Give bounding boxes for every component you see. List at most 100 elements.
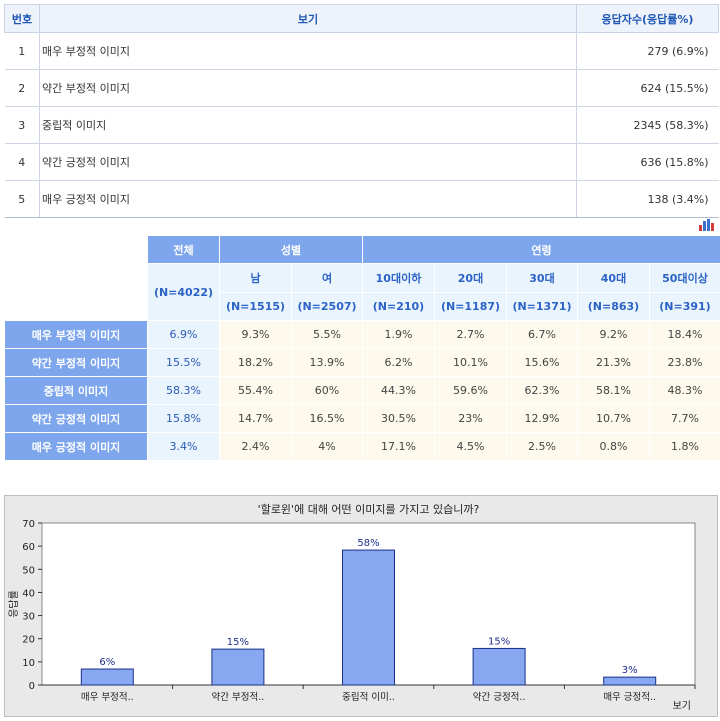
table-row: 1 매우 부정적 이미지 279 (6.9%) — [4, 32, 719, 70]
cross-cell: 0.8% — [577, 432, 650, 461]
bar-chart-icon[interactable] — [698, 219, 714, 231]
row-option: 중립적 이미지 — [39, 106, 577, 144]
cross-cell: 9.2% — [577, 320, 650, 349]
bar-value-label: 15% — [488, 636, 510, 647]
cross-cell: 12.9% — [506, 404, 578, 433]
header-count: 응답자수(응답률%) — [576, 4, 719, 33]
cross-cell: 13.9% — [291, 348, 363, 377]
x-tick-label: 매우 부정적.. — [81, 691, 134, 703]
header-total: 전체 — [147, 235, 220, 264]
cross-cell: 44.3% — [362, 376, 435, 405]
cross-table: 전체 성별 연령 (N=4022) 남 여 10대이하 20대 30대 40대 … — [4, 235, 720, 461]
cross-cell: 1.9% — [362, 320, 435, 349]
x-axis-label: 보기 — [673, 700, 691, 712]
cross-cell: 62.3% — [506, 376, 578, 405]
table-row: 5 매우 긍정적 이미지 138 (3.4%) — [4, 180, 719, 218]
cross-cell: 23.8% — [649, 348, 720, 377]
cross-cell: 21.3% — [577, 348, 650, 377]
y-tick-label: 10 — [22, 658, 35, 669]
bar — [80, 668, 134, 686]
cross-row: 약간 부정적 이미지 15.5% 18.2% 13.9% 6.2% 10.1% … — [4, 348, 720, 377]
group-n: (N=1371) — [506, 292, 578, 321]
group-label: 남 — [219, 263, 292, 293]
bar — [472, 647, 526, 686]
cross-cell: 14.7% — [219, 404, 292, 433]
cross-row-label: 매우 긍정적 이미지 — [4, 432, 148, 461]
y-tick-label: 70 — [22, 519, 35, 530]
bar-chart: '할로윈'에 대해 어떤 이미지를 가지고 있습니까? 0 10 20 30 40 50 60… — [8, 502, 696, 712]
bar — [603, 676, 657, 686]
cross-cell: 16.5% — [291, 404, 363, 433]
y-tick-label: 50 — [22, 565, 35, 576]
x-tick-label: 약간 부정적.. — [212, 691, 265, 703]
bar-value-label: 15% — [227, 637, 249, 648]
cross-cell: 60% — [291, 376, 363, 405]
header-gender: 성별 — [219, 235, 363, 264]
cross-cell: 58.1% — [577, 376, 650, 405]
cross-cell: 4% — [291, 432, 363, 461]
group-n: (N=210) — [362, 292, 435, 321]
header-no: 번호 — [4, 4, 40, 33]
group-n: (N=863) — [577, 292, 650, 321]
row-option: 약간 부정적 이미지 — [39, 69, 577, 107]
row-option: 매우 긍정적 이미지 — [39, 180, 577, 218]
cross-row: 약간 긍정적 이미지 15.8% 14.7% 16.5% 30.5% 23% 1… — [4, 404, 720, 433]
answer-table: 번호 보기 응답자수(응답률%) 1 매우 부정적 이미지 279 (6.9%)… — [4, 4, 719, 218]
cross-cell: 59.6% — [434, 376, 507, 405]
cross-cell: 2.7% — [434, 320, 507, 349]
cross-cell: 18.4% — [649, 320, 720, 349]
cross-total-cell: 6.9% — [147, 320, 220, 349]
cross-cell: 2.4% — [219, 432, 292, 461]
cross-cell: 48.3% — [649, 376, 720, 405]
row-count: 279 (6.9%) — [576, 32, 719, 70]
row-count: 636 (15.8%) — [576, 143, 719, 181]
cross-cell: 23% — [434, 404, 507, 433]
table-row: 3 중립적 이미지 2345 (58.3%) — [4, 106, 719, 144]
group-label: 여 — [291, 263, 363, 293]
cross-row-label: 매우 부정적 이미지 — [4, 320, 148, 349]
bar — [342, 549, 395, 686]
cross-row: 매우 부정적 이미지 6.9% 9.3% 5.5% 1.9% 2.7% 6.7%… — [4, 320, 720, 349]
cross-row-label: 약간 긍정적 이미지 — [4, 404, 148, 433]
group-label: 30대 — [506, 263, 578, 293]
cross-cell: 6.7% — [506, 320, 578, 349]
group-n: (N=391) — [649, 292, 720, 321]
cross-cell: 15.6% — [506, 348, 578, 377]
cross-total-cell: 15.5% — [147, 348, 220, 377]
row-option: 매우 부정적 이미지 — [39, 32, 577, 70]
x-tick-label: 매우 긍정적.. — [603, 691, 656, 703]
row-number: 1 — [4, 32, 40, 70]
y-tick-label: 40 — [22, 588, 35, 599]
y-tick-label: 60 — [22, 542, 35, 553]
x-tick-label: 약간 긍정적.. — [473, 691, 526, 703]
cross-cell: 30.5% — [362, 404, 435, 433]
bar-value-label: 58% — [357, 538, 379, 549]
cross-cell: 17.1% — [362, 432, 435, 461]
chart-title: '할로윈'에 대해 어떤 이미지를 가지고 있습니까? — [258, 502, 480, 516]
group-label: 20대 — [434, 263, 507, 293]
cross-cell: 2.5% — [506, 432, 578, 461]
answer-table-header: 번호 보기 응답자수(응답률%) — [4, 4, 719, 33]
row-count: 138 (3.4%) — [576, 180, 719, 218]
bar-value-label: 6% — [99, 657, 115, 668]
cross-cell: 18.2% — [219, 348, 292, 377]
cross-row: 중립적 이미지 58.3% 55.4% 60% 44.3% 59.6% 62.3… — [4, 376, 720, 405]
cross-row-label: 약간 부정적 이미지 — [4, 348, 148, 377]
y-tick-label: 30 — [22, 612, 35, 623]
header-age: 연령 — [362, 235, 720, 264]
y-tick-label: 20 — [22, 635, 35, 646]
bar-value-label: 3% — [622, 665, 638, 676]
row-count: 2345 (58.3%) — [576, 106, 719, 144]
x-tick-label: 중립적 이미.. — [342, 691, 395, 703]
row-number: 4 — [4, 143, 40, 181]
row-count: 624 (15.5%) — [576, 69, 719, 107]
corner-blank — [4, 235, 148, 321]
cross-cell: 55.4% — [219, 376, 292, 405]
cross-row: 매우 긍정적 이미지 3.4% 2.4% 4% 17.1% 4.5% 2.5% … — [4, 432, 720, 461]
cross-total-cell: 15.8% — [147, 404, 220, 433]
table-row: 4 약간 긍정적 이미지 636 (15.8%) — [4, 143, 719, 181]
cross-cell: 5.5% — [291, 320, 363, 349]
row-option: 약간 긍정적 이미지 — [39, 143, 577, 181]
group-label: 10대이하 — [362, 263, 435, 293]
header-total-n: (N=4022) — [147, 263, 220, 321]
